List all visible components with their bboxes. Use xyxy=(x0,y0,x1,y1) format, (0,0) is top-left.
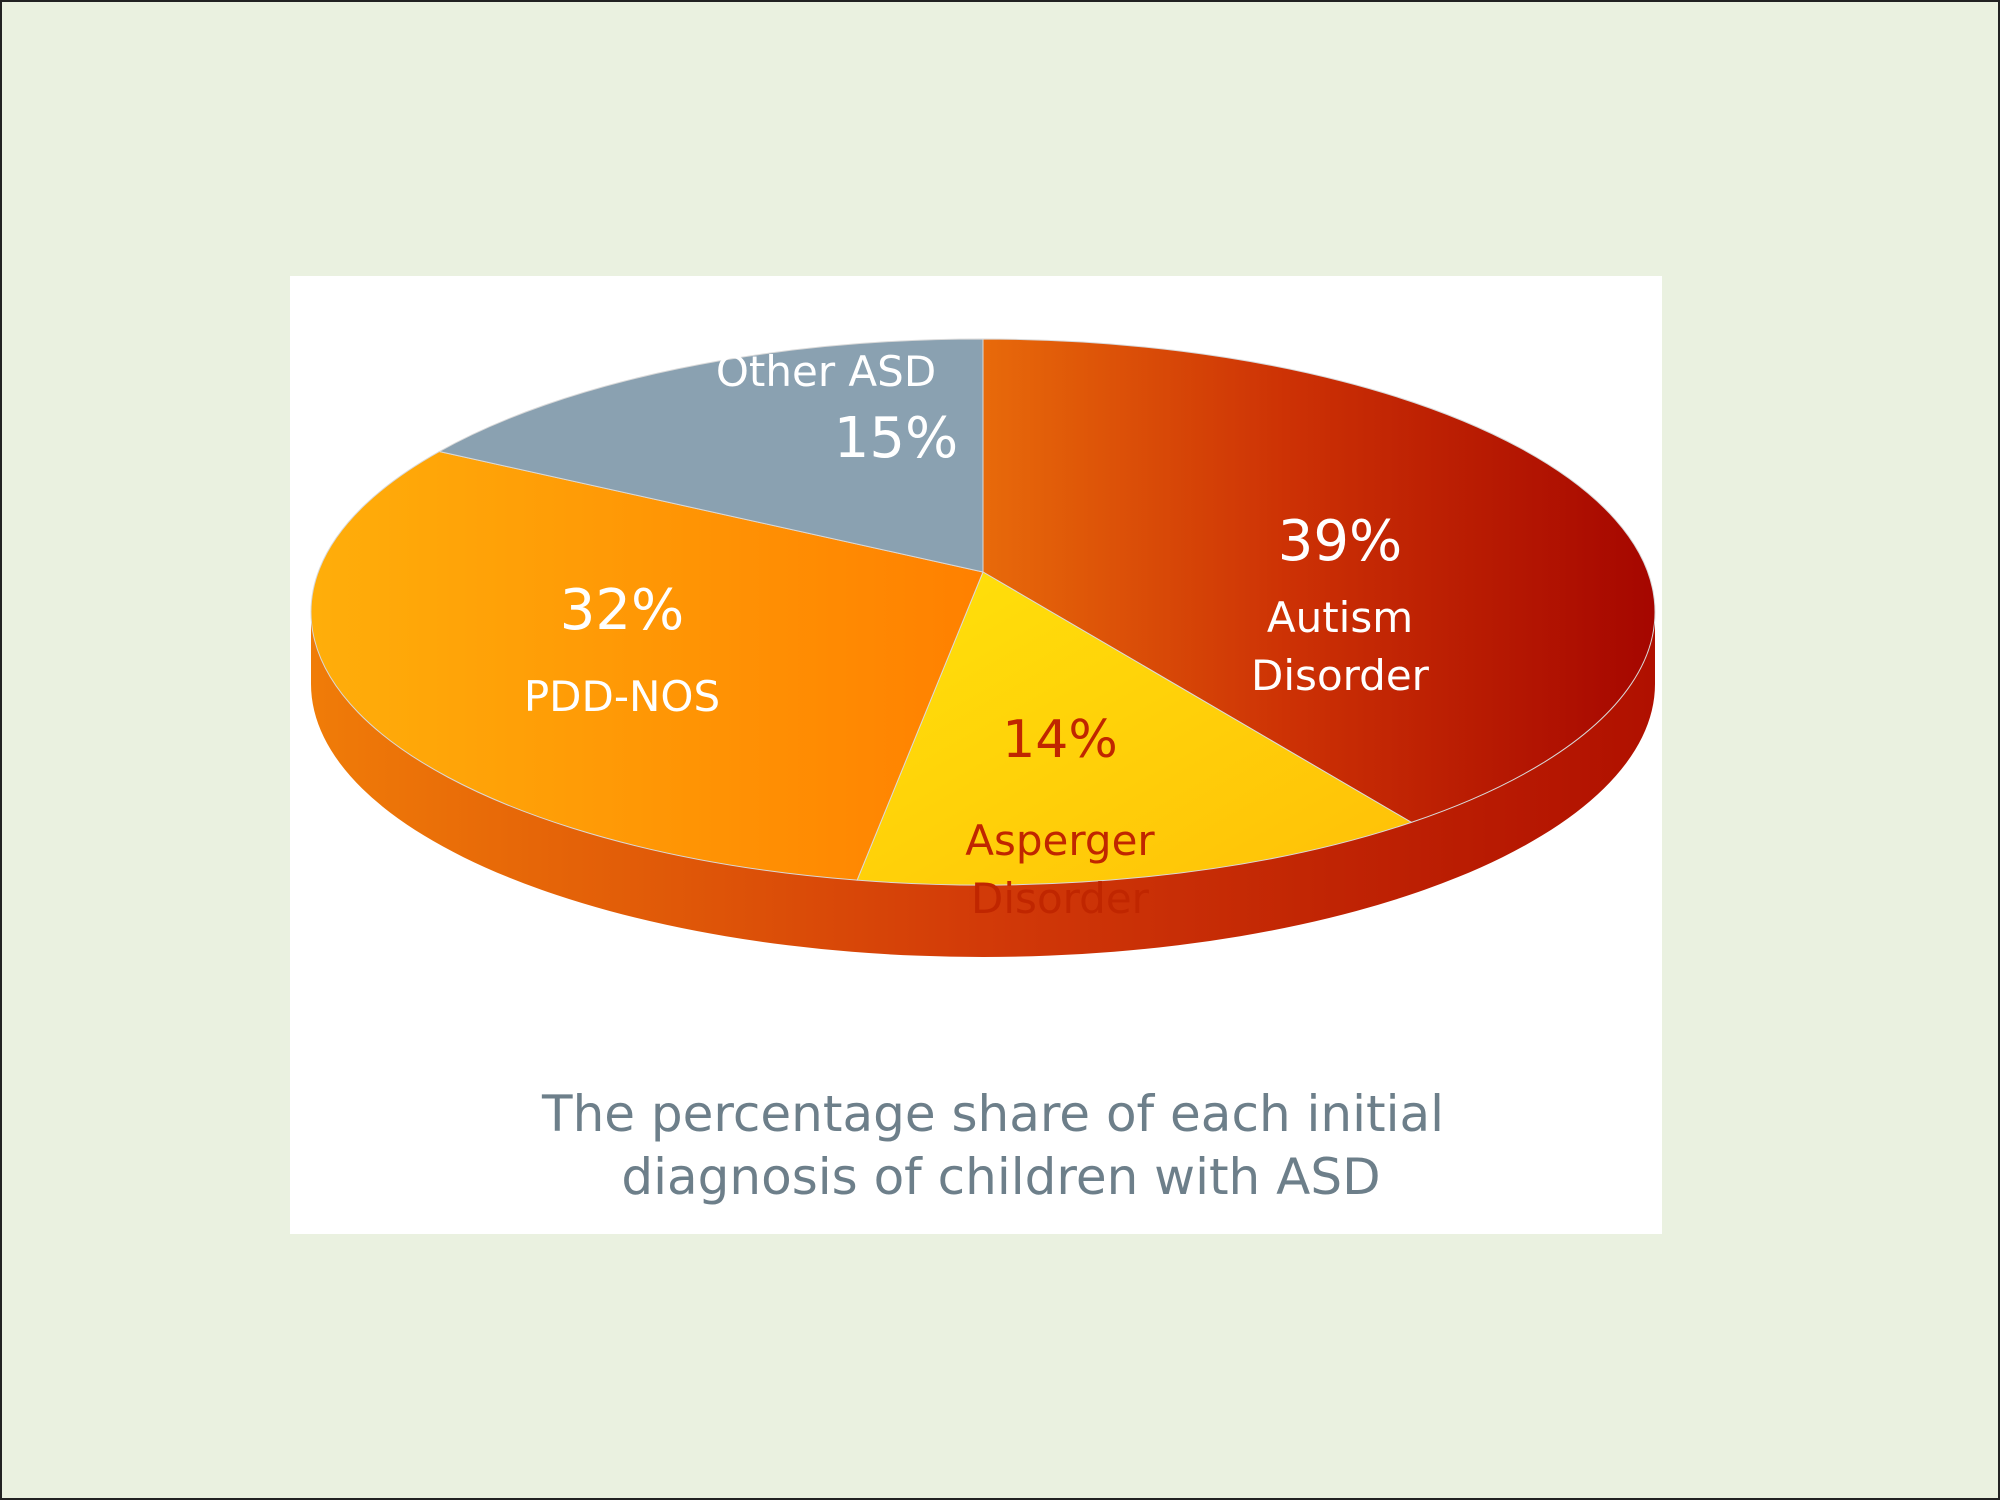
label-autism-disorder-name-1: Autism xyxy=(1267,593,1413,642)
chart-caption-line-1: The percentage share of each initial xyxy=(541,1085,1444,1143)
label-other-asd: Other ASD 15% xyxy=(716,347,958,471)
pie-labels: 39% Autism Disorder 14% Asperger Disorder 32% P… xyxy=(524,347,1430,923)
label-autism-disorder: 39% Autism Disorder xyxy=(1251,509,1430,700)
label-pdd-nos-value: 32% xyxy=(560,578,684,643)
label-other-asd-value: 15% xyxy=(834,406,958,471)
pie-slices xyxy=(310,338,1656,886)
slice-pdd-nos xyxy=(310,451,984,881)
label-asperger-disorder: 14% Asperger Disorder xyxy=(965,710,1155,923)
label-autism-disorder-value: 39% xyxy=(1278,509,1402,574)
slice-other-asd xyxy=(437,338,984,573)
label-asperger-disorder-name-1: Asperger xyxy=(965,816,1155,865)
slice-autism-disorder xyxy=(982,338,1656,823)
label-asperger-disorder-name-2: Disorder xyxy=(971,874,1150,923)
label-asperger-disorder-value: 14% xyxy=(1002,710,1118,770)
slice-asperger-disorder xyxy=(856,571,1413,886)
label-autism-disorder-name-2: Disorder xyxy=(1251,651,1430,700)
label-pdd-nos-name-1: PDD-NOS xyxy=(524,672,720,721)
pie-side-wall xyxy=(311,612,1655,957)
label-pdd-nos: 32% PDD-NOS xyxy=(524,578,720,721)
chart-caption-line-2: diagnosis of children with ASD xyxy=(621,1148,1380,1206)
chart-caption: The percentage share of each initial dia… xyxy=(541,1085,1460,1206)
label-other-asd-name-0: Other ASD xyxy=(716,347,936,396)
